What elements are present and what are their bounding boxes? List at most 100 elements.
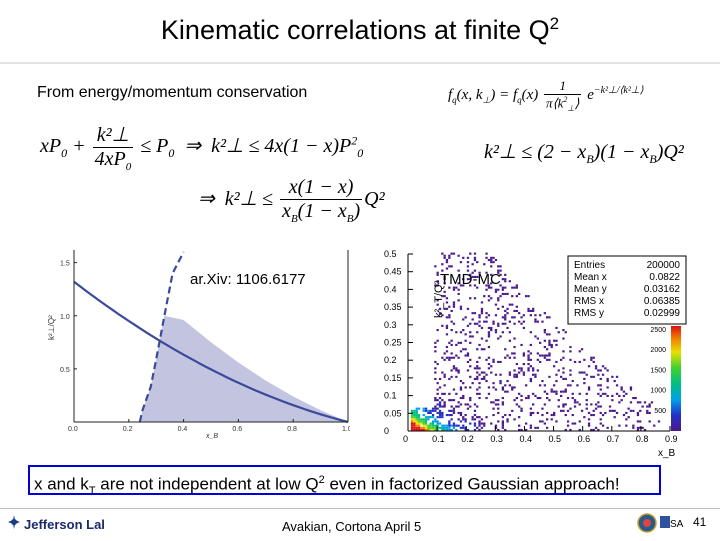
histogram-bin	[571, 422, 574, 425]
histogram-bin	[478, 367, 481, 370]
histogram-bin	[601, 373, 605, 376]
histogram-bin	[459, 331, 463, 334]
histogram-bin	[543, 354, 546, 357]
histogram-bin	[508, 371, 511, 374]
histogram-bin	[501, 397, 504, 400]
histogram-bin	[546, 397, 549, 400]
histogram-bin	[443, 403, 446, 406]
histogram-bin	[606, 426, 609, 429]
right-y-tick-label: 0.35	[384, 302, 402, 312]
histogram-bin	[487, 392, 491, 395]
histogram-bin	[583, 416, 586, 419]
histogram-bin	[473, 269, 477, 272]
histogram-bin	[434, 418, 437, 421]
histogram-bin	[529, 380, 532, 383]
histogram-bin	[438, 401, 442, 404]
histogram-bin	[431, 414, 435, 417]
histogram-bin	[424, 426, 428, 429]
histogram-bin	[548, 316, 551, 319]
histogram-bin	[448, 428, 451, 431]
histogram-bin	[539, 360, 542, 363]
histogram-bin	[417, 420, 421, 423]
histogram-bin	[422, 420, 425, 423]
histogram-bin	[413, 422, 416, 425]
histogram-bin	[469, 405, 472, 408]
histogram-bin	[450, 339, 453, 342]
histogram-bin	[466, 278, 470, 281]
histogram-bin	[471, 416, 474, 419]
right-x-tick-label: 0.9	[665, 434, 678, 444]
histogram-bin	[513, 346, 516, 349]
histogram-bin	[466, 369, 470, 372]
histogram-bin	[476, 388, 479, 391]
histogram-bin	[562, 409, 565, 412]
histogram-bin	[499, 284, 502, 287]
histogram-bin	[553, 384, 556, 387]
histogram-bin	[497, 265, 500, 268]
histogram-bin	[532, 309, 535, 312]
right-y-tick-label: 0.1	[384, 391, 397, 401]
histogram-bin	[571, 414, 574, 417]
histogram-bin	[476, 405, 479, 408]
histogram-bin	[469, 422, 472, 425]
histogram-bin	[539, 314, 542, 317]
histogram-bin	[536, 320, 539, 323]
histogram-bin	[478, 314, 481, 317]
histogram-bin	[499, 295, 502, 298]
histogram-bin	[476, 331, 479, 334]
left-x-tick-label: 0.6	[232, 426, 242, 433]
histogram-bin	[436, 428, 439, 431]
histogram-bin	[462, 416, 465, 419]
right-x-tick-label: 0.6	[578, 434, 591, 444]
histogram-bin	[480, 309, 484, 312]
histogram-bin	[564, 428, 567, 431]
histogram-bin	[511, 316, 514, 319]
histogram-bin	[504, 356, 507, 359]
histogram-bin	[427, 416, 430, 419]
histogram-bin	[436, 299, 439, 302]
histogram-bin	[445, 414, 449, 417]
histogram-bin	[562, 337, 565, 340]
stats-key: Mean y	[574, 284, 607, 295]
histogram-bin	[585, 407, 588, 410]
histogram-bin	[562, 367, 565, 370]
histogram-bin	[546, 316, 549, 319]
histogram-bin	[443, 375, 446, 378]
histogram-bin	[653, 424, 656, 427]
left-x-tick-label: 0.4	[178, 426, 188, 433]
histogram-bin	[494, 331, 498, 334]
histogram-bin	[455, 369, 458, 372]
histogram-bin	[548, 375, 551, 378]
histogram-bin	[455, 331, 458, 334]
colorbar-tick-label: 2000	[650, 347, 666, 354]
footer-badges: SA	[637, 513, 684, 533]
left-x-tick-label: 0.0	[68, 426, 78, 433]
histogram-bin	[476, 275, 479, 278]
histogram-bin	[494, 388, 498, 391]
histogram-bin	[513, 309, 516, 312]
histogram-bin	[436, 420, 439, 423]
histogram-bin	[478, 343, 481, 346]
histogram-bin	[485, 271, 488, 274]
histogram-bin	[457, 405, 460, 408]
histogram-bin	[438, 405, 442, 408]
histogram-bin	[548, 358, 551, 361]
histogram-bin	[473, 312, 477, 315]
histogram-bin	[436, 422, 439, 425]
conclusion-note: x and kT are not independent at low Q2 e…	[28, 465, 661, 495]
histogram-bin	[452, 409, 456, 412]
histogram-bin	[569, 428, 572, 431]
histogram-bin	[445, 424, 449, 427]
histogram-bin	[587, 411, 591, 414]
histogram-bin	[469, 358, 472, 361]
histogram-bin	[494, 303, 498, 306]
histogram-bin	[599, 377, 602, 380]
histogram-bin	[513, 399, 516, 402]
histogram-bin	[459, 388, 463, 391]
histogram-bin	[494, 399, 498, 402]
histogram-bin	[522, 320, 525, 323]
histogram-bin	[445, 261, 449, 264]
histogram-bin	[415, 420, 418, 423]
histogram-bin	[485, 397, 488, 400]
histogram-bin	[480, 422, 484, 425]
